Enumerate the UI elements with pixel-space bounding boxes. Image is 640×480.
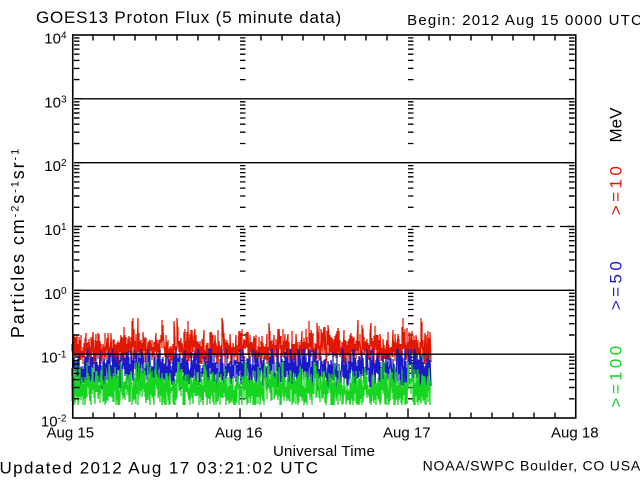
svg-text:>=10: >=10 (607, 163, 626, 215)
svg-text:>=100: >=100 (607, 342, 626, 407)
svg-text:101: 101 (44, 222, 67, 239)
svg-text:Particles cm-2s-1sr-1: Particles cm-2s-1sr-1 (8, 147, 28, 338)
svg-text:102: 102 (44, 158, 67, 175)
svg-text:Aug 17: Aug 17 (383, 425, 431, 442)
svg-text:Aug 15: Aug 15 (47, 425, 95, 442)
svg-text:Begin: 2012 Aug 15 0000 UTC: Begin: 2012 Aug 15 0000 UTC (407, 12, 640, 29)
svg-text:Aug 16: Aug 16 (215, 425, 263, 442)
svg-text:Updated 2012 Aug 17 03:21:02 U: Updated 2012 Aug 17 03:21:02 UTC (0, 459, 319, 478)
svg-text:NOAA/SWPC Boulder, CO USA: NOAA/SWPC Boulder, CO USA (423, 458, 640, 474)
svg-text:103: 103 (44, 94, 67, 111)
svg-text:Aug 18: Aug 18 (551, 425, 599, 442)
svg-text:104: 104 (44, 31, 67, 48)
svg-text:MeV: MeV (607, 107, 626, 143)
svg-text:100: 100 (44, 286, 67, 303)
svg-text:Universal Time: Universal Time (273, 443, 375, 460)
svg-text:GOES13 Proton Flux (5 minute d: GOES13 Proton Flux (5 minute data) (36, 8, 342, 27)
svg-text:10-1: 10-1 (41, 350, 67, 367)
svg-text:>=50: >=50 (607, 258, 626, 310)
